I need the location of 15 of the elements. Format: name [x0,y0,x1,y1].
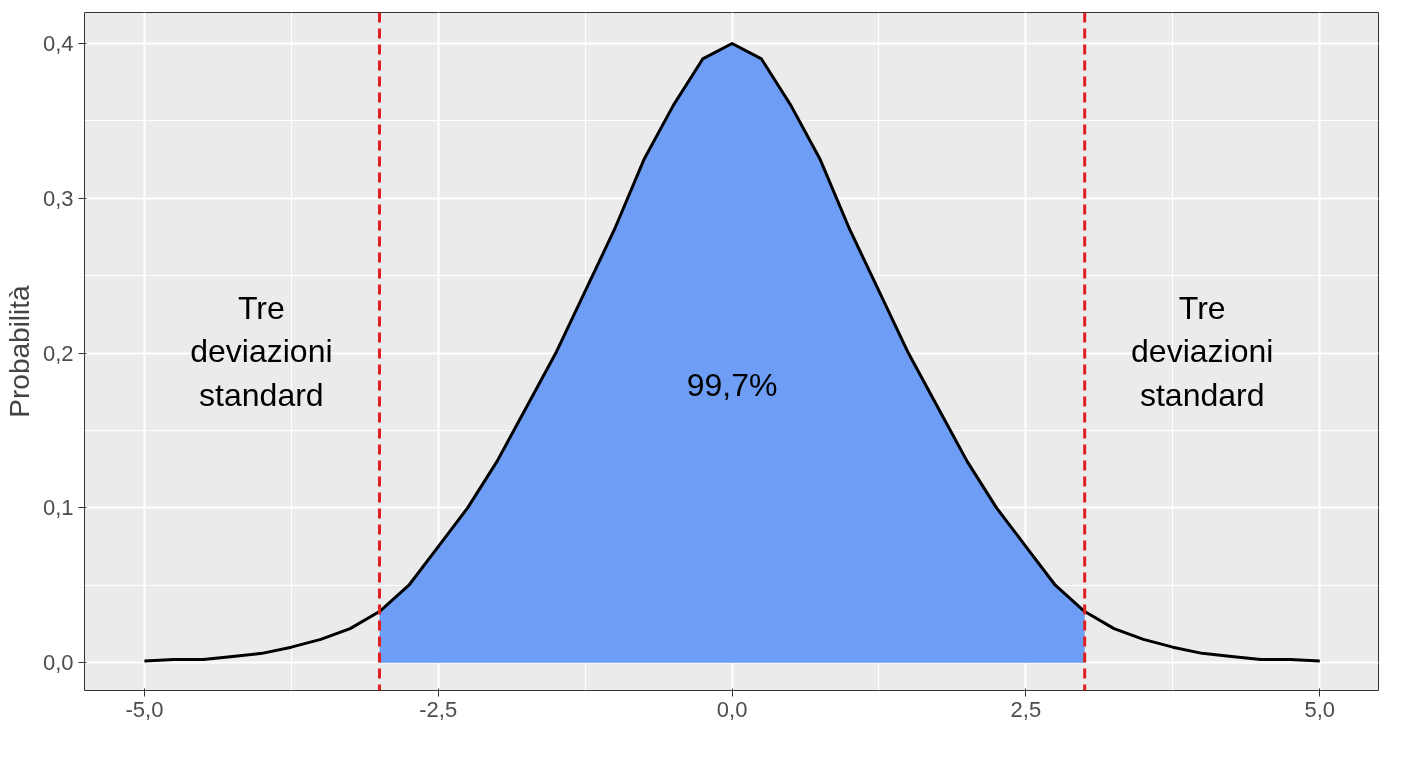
x-tick-label: -5,0 [125,696,164,722]
y-axis-title: Probabilità [3,284,35,418]
x-tick-label: 2,5 [1010,696,1042,722]
x-tick-label: -2,5 [419,696,458,722]
y-tick-label: 0,2 [42,340,74,366]
annotation: 99,7% [686,367,778,404]
line-series [142,41,1322,663]
annotation: Tre deviazioni standard [1131,290,1274,413]
y-tick-label: 0,4 [42,30,74,56]
annotation: Tre deviazioni standard [190,290,333,413]
y-tick-label: 0,0 [42,650,74,676]
y-tick-label: 0,1 [42,495,74,521]
x-tick-label: 0,0 [716,696,748,722]
x-tick-label: 5,0 [1304,696,1336,722]
y-tick-label: 0,3 [42,185,74,211]
